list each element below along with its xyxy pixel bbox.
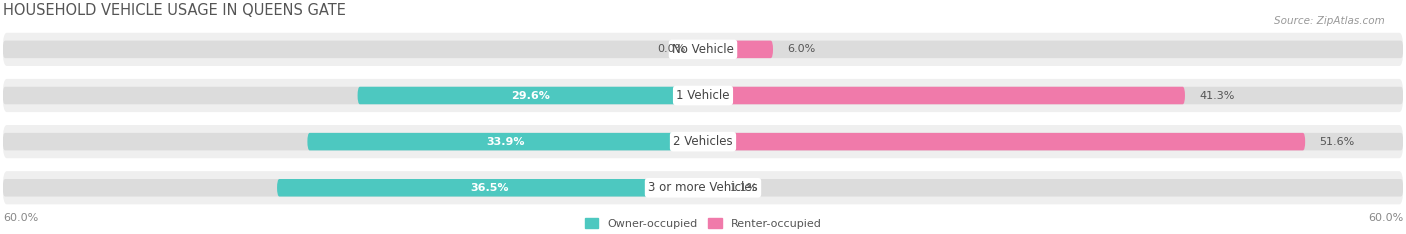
Text: 41.3%: 41.3% xyxy=(1199,91,1234,101)
Text: 36.5%: 36.5% xyxy=(471,183,509,193)
Text: 0.0%: 0.0% xyxy=(657,44,686,54)
Legend: Owner-occupied, Renter-occupied: Owner-occupied, Renter-occupied xyxy=(581,214,825,233)
Text: Source: ZipAtlas.com: Source: ZipAtlas.com xyxy=(1274,16,1385,26)
FancyBboxPatch shape xyxy=(703,179,716,197)
FancyBboxPatch shape xyxy=(3,179,1403,197)
Text: No Vehicle: No Vehicle xyxy=(672,43,734,56)
FancyBboxPatch shape xyxy=(3,79,1403,112)
Text: 6.0%: 6.0% xyxy=(787,44,815,54)
Text: 29.6%: 29.6% xyxy=(510,91,550,101)
Text: 60.0%: 60.0% xyxy=(3,213,38,223)
Text: 1 Vehicle: 1 Vehicle xyxy=(676,89,730,102)
FancyBboxPatch shape xyxy=(357,87,703,104)
FancyBboxPatch shape xyxy=(3,133,1403,150)
Text: 33.9%: 33.9% xyxy=(486,137,524,147)
FancyBboxPatch shape xyxy=(703,87,1185,104)
FancyBboxPatch shape xyxy=(3,33,1403,66)
FancyBboxPatch shape xyxy=(308,133,703,150)
FancyBboxPatch shape xyxy=(277,179,703,197)
FancyBboxPatch shape xyxy=(3,87,1403,104)
FancyBboxPatch shape xyxy=(703,41,773,58)
Text: 1.1%: 1.1% xyxy=(730,183,758,193)
Text: HOUSEHOLD VEHICLE USAGE IN QUEENS GATE: HOUSEHOLD VEHICLE USAGE IN QUEENS GATE xyxy=(3,3,346,18)
Text: 3 or more Vehicles: 3 or more Vehicles xyxy=(648,181,758,194)
FancyBboxPatch shape xyxy=(3,125,1403,158)
FancyBboxPatch shape xyxy=(3,171,1403,204)
Text: 60.0%: 60.0% xyxy=(1368,213,1403,223)
Text: 51.6%: 51.6% xyxy=(1319,137,1354,147)
FancyBboxPatch shape xyxy=(3,41,1403,58)
Text: 2 Vehicles: 2 Vehicles xyxy=(673,135,733,148)
FancyBboxPatch shape xyxy=(703,133,1305,150)
